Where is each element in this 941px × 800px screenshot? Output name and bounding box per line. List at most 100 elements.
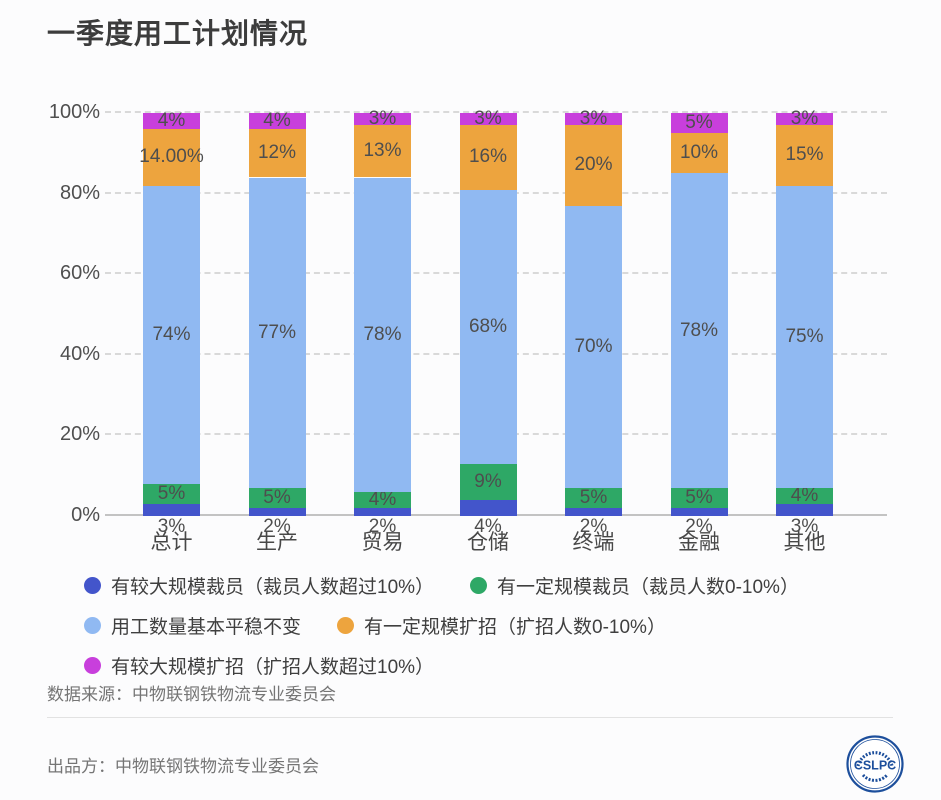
segment: 4% [248,110,306,132]
segment: 5% [670,486,728,508]
segment: 5% [565,486,622,508]
x-tick-label: 贸易 [361,531,404,554]
segment: 4% [143,110,200,132]
segment-label: 3% [790,516,819,537]
plot-area: 0% 20% 40% 60% 80% 100% 3% 5% 74% 14.00% 4% 总计 2% 5% 7… [49,101,887,554]
segment-label: 10% [679,142,719,164]
segment-label: 74% [152,323,191,345]
segment-label: 5% [579,486,608,508]
bar-其他: 3% 4% 75% 15% 3% [776,108,833,537]
bar-终端: 2% 5% 70% 20% 3% [565,108,622,537]
legend-item: 有一定规模扩招（扩招人数0-10%） [337,612,666,639]
segment: 2% [670,507,728,537]
segment-label: 4% [474,516,502,537]
legend-dot-icon [470,577,488,594]
segment: 4% [459,499,517,537]
segment: 20% [565,125,622,206]
segment-label: 4% [157,110,186,132]
segment-label: 2% [263,516,291,537]
segment-label: 4% [263,110,291,132]
segment-label: 78% [363,323,402,345]
segment-label: 15% [785,144,824,166]
bar-贸易: 2% 4% 78% 13% 3% [354,108,411,537]
segment: 70% [565,205,622,488]
legend-label: 用工数量基本平稳不变 [111,617,302,638]
segment: 4% [776,484,833,506]
segment-label: 5% [685,486,713,508]
footer: 出品方：中物联钢铁物流专业委员会 CSLPC [47,732,905,796]
page-title: 一季度用工计划情况 [47,18,309,49]
segment: 75% [776,185,833,488]
segment: 12% [248,129,306,178]
x-tick-label: 生产 [256,531,298,554]
segment-label: 20% [574,154,613,176]
legend-label: 有较大规模扩招（扩招人数超过10%） [111,657,435,678]
segment: 78% [354,177,411,492]
segment: 16% [459,125,517,190]
segment: 78% [670,173,728,488]
segment: 10% [670,133,728,174]
segment-label: 5% [685,112,713,134]
y-tick-label: 80% [59,181,100,204]
segment: 68% [459,189,517,464]
x-tick-label: 金融 [678,531,720,554]
segment: 9% [459,463,517,500]
segment-label: 4% [368,488,397,510]
segment-label: 75% [785,325,824,347]
segment: 5% [143,482,200,504]
segment: 3% [776,503,833,537]
segment: 3% [143,503,200,537]
legend-item: 有较大规模裁员（裁员人数超过10%） [84,572,434,599]
segment-label: 3% [579,108,608,130]
y-tick-label: 40% [59,342,100,365]
segment-label: 5% [157,482,186,504]
legend-label: 有较大规模裁员（裁员人数超过10%） [111,577,435,598]
segment-label: 3% [368,108,397,130]
segment-label: 13% [363,140,402,162]
segment: 3% [459,108,517,129]
segment-label: 2% [368,516,397,537]
legend-item: 有一定规模裁员（裁员人数0-10%） [470,572,799,599]
segment-label: 2% [579,516,608,537]
segment-label: 14.00% [139,146,204,168]
x-tick-label: 其他 [783,531,826,554]
y-tick-label: 20% [59,423,100,446]
bar-总计: 3% 5% 74% 14.00% 4% [139,110,203,537]
segment-label: 3% [790,108,819,130]
segment-label: 4% [790,484,819,506]
legend-dot-icon [337,617,355,634]
cslpc-logo: CSLPC [846,735,904,793]
legend-item: 有较大规模扩招（扩招人数超过10%） [84,652,434,679]
segment-label: 77% [257,321,297,343]
bar-金融: 2% 5% 78% 10% 5% [670,112,728,537]
legend-dot-icon [84,617,101,634]
legend-dot-icon [84,657,101,674]
legend-item: 用工数量基本平稳不变 [84,612,301,639]
segment: 3% [354,108,411,129]
legend-label: 有一定规模扩招（扩招人数0-10%） [364,617,666,638]
segment-label: 3% [157,516,186,537]
segment: 3% [565,108,622,129]
segment: 13% [354,125,411,178]
segment-label: 16% [468,146,508,168]
y-tick-label: 0% [71,504,100,526]
y-tick-label: 100% [48,101,100,123]
segment-label: 9% [474,470,502,492]
segment: 15% [776,125,833,186]
x-tick-label: 仓储 [467,531,509,554]
data-source-line: 数据来源：中物联钢铁物流专业委员会 [47,685,336,704]
segment: 2% [248,507,306,537]
segment: 5% [670,112,728,134]
y-tick-label: 60% [59,262,100,285]
producer-line: 出品方：中物联钢铁物流专业委员会 [47,756,319,776]
logo-top-arc [856,751,894,767]
segment-label: 78% [679,319,719,341]
segment: 4% [354,488,411,510]
x-tick-label: 总计 [150,531,193,554]
segment: 2% [565,507,622,537]
segment: 5% [248,487,306,508]
x-tick-label: 终端 [572,531,615,554]
chart-legend: 有较大规模裁员（裁员人数超过10%） 有一定规模裁员（裁员人数0-10%） 用工数量… [84,572,896,679]
segment: 2% [354,507,411,537]
gridline-100 [105,111,887,113]
